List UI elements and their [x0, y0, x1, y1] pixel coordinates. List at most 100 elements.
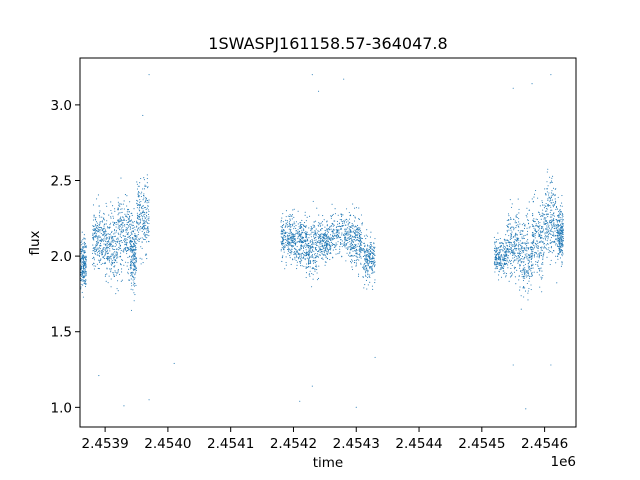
data-point	[508, 248, 511, 250]
data-point	[541, 227, 543, 229]
data-point	[318, 250, 320, 252]
data-point	[560, 211, 562, 213]
data-point	[325, 244, 328, 246]
data-point	[293, 253, 295, 256]
data-point	[344, 233, 346, 235]
data-point	[296, 241, 298, 243]
data-point	[337, 253, 339, 255]
data-point	[106, 257, 108, 259]
data-point	[121, 241, 123, 244]
data-point	[142, 229, 144, 231]
data-point	[118, 203, 120, 205]
data-point	[371, 272, 373, 274]
data-point	[358, 249, 360, 251]
data-point	[114, 255, 116, 257]
data-point	[310, 225, 312, 228]
data-point	[129, 234, 132, 236]
data-point	[131, 285, 133, 287]
data-point	[544, 232, 546, 234]
data-point	[527, 290, 529, 292]
data-point	[128, 221, 130, 223]
data-point	[311, 238, 313, 241]
data-point	[92, 232, 94, 234]
data-point	[324, 241, 327, 243]
data-point	[147, 234, 149, 236]
data-point	[97, 237, 99, 239]
data-point	[126, 205, 128, 207]
data-point	[546, 229, 548, 231]
data-point	[119, 225, 121, 227]
data-point	[369, 250, 372, 253]
data-point	[316, 269, 318, 271]
data-point	[365, 256, 367, 258]
data-point	[99, 216, 101, 218]
data-point	[496, 249, 498, 252]
data-point	[290, 231, 293, 233]
data-point	[549, 211, 551, 213]
data-point	[344, 240, 346, 242]
data-point	[540, 247, 542, 249]
data-point	[521, 269, 524, 271]
data-point	[544, 188, 546, 190]
data-point	[559, 247, 561, 249]
data-point	[84, 245, 86, 248]
data-point	[503, 251, 505, 253]
data-point	[135, 284, 137, 287]
data-point	[320, 241, 322, 244]
data-point	[348, 226, 350, 228]
data-point	[348, 222, 350, 224]
data-point	[495, 264, 497, 266]
data-point	[506, 231, 508, 233]
data-point	[121, 203, 123, 205]
data-point	[304, 252, 306, 254]
data-point	[106, 241, 108, 243]
data-point	[92, 229, 94, 231]
data-point	[527, 247, 529, 249]
data-point	[111, 264, 113, 266]
data-point	[367, 254, 369, 256]
data-point	[134, 264, 136, 266]
data-point	[122, 259, 124, 261]
data-point	[285, 225, 287, 227]
data-point	[330, 217, 332, 219]
data-point	[535, 233, 537, 235]
data-point	[520, 262, 522, 264]
data-point	[557, 258, 559, 260]
data-point	[519, 254, 522, 256]
data-point	[374, 238, 376, 240]
data-point	[332, 229, 334, 231]
data-point	[124, 238, 126, 240]
data-point	[327, 251, 329, 253]
data-point	[316, 249, 318, 251]
data-point	[514, 220, 516, 222]
data-point	[528, 227, 530, 229]
data-point	[548, 250, 550, 252]
data-point	[329, 248, 331, 251]
data-point	[122, 226, 124, 228]
data-point	[549, 242, 551, 244]
data-point	[559, 241, 561, 243]
data-point	[292, 233, 294, 235]
data-point	[105, 240, 107, 243]
data-point	[540, 231, 542, 233]
data-point	[504, 257, 506, 259]
data-point	[531, 234, 533, 236]
data-point	[118, 246, 120, 249]
data-point	[508, 280, 510, 282]
data-point	[554, 240, 556, 242]
data-point	[329, 236, 331, 238]
data-point	[98, 260, 101, 262]
data-point	[329, 226, 331, 228]
data-point	[498, 271, 500, 273]
data-point	[550, 214, 552, 216]
data-point	[129, 223, 131, 225]
data-point	[148, 235, 150, 237]
data-point	[138, 215, 140, 217]
data-point	[352, 227, 354, 229]
data-point	[352, 231, 354, 233]
data-point	[130, 267, 132, 269]
data-point	[550, 219, 552, 221]
data-point	[369, 236, 372, 238]
data-point	[319, 223, 321, 225]
data-point	[131, 240, 134, 243]
